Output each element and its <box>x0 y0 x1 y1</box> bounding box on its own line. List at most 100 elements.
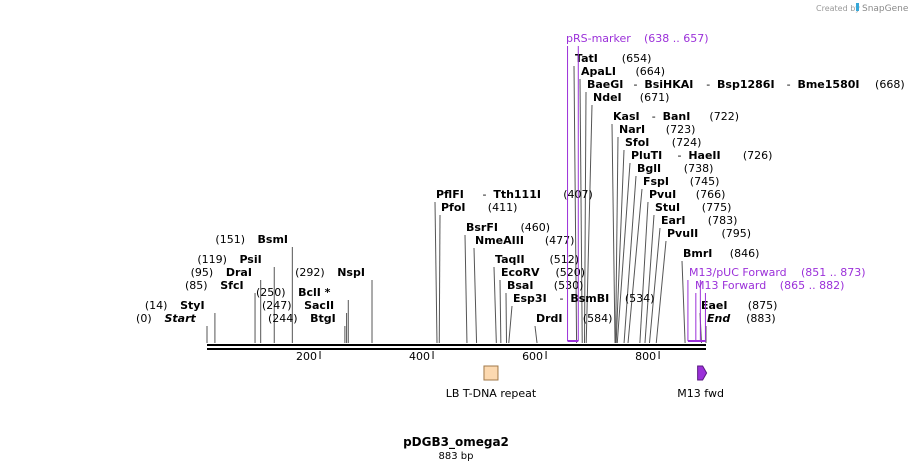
enzyme-name: BsiHKAI <box>644 78 693 91</box>
ruler-tick-label: 800 <box>635 350 656 363</box>
site-leader <box>648 227 661 344</box>
enzyme-name: BglI <box>637 162 661 175</box>
primer-name: M13 Forward <box>695 279 766 292</box>
site-label: NmeAIII (477) <box>475 234 574 247</box>
site-position: (14) <box>145 299 168 312</box>
site-position: (745) <box>690 175 720 188</box>
ruler-tick-label: 200 <box>296 350 317 363</box>
site-position: (250) <box>256 286 286 299</box>
enzyme-name: PflFI <box>436 188 464 201</box>
feature: LB T-DNA repeat <box>446 365 537 400</box>
primer-binding-bar <box>695 340 706 342</box>
site-label: (119) PsiI <box>197 253 261 266</box>
enzyme-name: Tth111I <box>493 188 541 201</box>
site-position: (766) <box>696 188 726 201</box>
site-label: PflFI - Tth111I (407) <box>436 188 593 201</box>
enzyme-name: ApaLI <box>581 65 616 78</box>
site-separator: - <box>706 78 710 91</box>
enzyme-name: FspI <box>643 175 669 188</box>
site-label: EarI (783) <box>661 214 737 227</box>
site-label: (250) BclI * <box>256 286 331 299</box>
enzyme-name: EarI <box>661 214 685 227</box>
enzyme-name: Bme1580I <box>797 78 859 91</box>
site-label: PluTI - HaeII (726) <box>631 149 772 162</box>
site-separator: - <box>560 292 564 305</box>
site-position: (0) <box>136 312 152 325</box>
enzyme-name: NarI <box>619 123 645 136</box>
primers: pRS-marker (638 .. 657) M13/pUC Forward (85… <box>566 32 866 342</box>
primer-name: M13/pUC Forward <box>689 266 787 279</box>
ruler-tick-label: 400 <box>409 350 430 363</box>
site-label: BsaI (530) <box>507 279 583 292</box>
site-leader <box>464 234 468 344</box>
site-position: (119) <box>197 253 227 266</box>
site-position: (460) <box>521 221 551 234</box>
enzyme-name: BsmBI <box>570 292 609 305</box>
site-label: (292) NspI <box>295 266 365 279</box>
site-position: (783) <box>708 214 738 227</box>
site-label: (0) Start <box>136 312 196 325</box>
site-label: (247) SacII <box>262 299 334 312</box>
site-leader <box>585 104 593 344</box>
site-leader <box>615 136 619 344</box>
site-position: (95) <box>191 266 214 279</box>
site-leader <box>473 247 478 344</box>
feature-arrow <box>697 365 708 381</box>
site-leader <box>655 240 667 344</box>
snapgene-logo-icon <box>856 3 859 11</box>
site-position: (247) <box>262 299 292 312</box>
site-leader <box>627 188 643 344</box>
site-position: (584) <box>583 312 613 325</box>
enzyme-name: BanI <box>663 110 691 123</box>
site-labels: (0) Start(14) StyI (85) SfcI (95) DraI(119) Psi… <box>136 52 905 325</box>
site-position: (846) <box>730 247 760 260</box>
site-separator: - <box>678 149 682 162</box>
primer-range: (865 .. 882) <box>780 279 845 292</box>
site-leader <box>505 292 508 344</box>
site-label: TaqII (512) <box>495 253 579 266</box>
site-label: (95) DraI <box>191 266 252 279</box>
site-position: (292) <box>295 266 325 279</box>
site-label: NdeI (671) <box>593 91 669 104</box>
site-leader <box>611 123 616 344</box>
watermark-brand: SnapGene <box>862 4 909 14</box>
site-separator: - <box>787 78 791 91</box>
site-position: (411) <box>488 201 518 214</box>
enzyme-name: BsrFI <box>466 221 498 234</box>
enzyme-name: PvuI <box>649 188 676 201</box>
features: LB T-DNA repeat M13 fwd <box>446 365 724 400</box>
site-label: EcoRV (520) <box>501 266 585 279</box>
watermark-created-by: Created by <box>816 4 860 13</box>
enzyme-name: NdeI <box>593 91 622 104</box>
site-label: StuI (775) <box>655 201 731 214</box>
site-position: (883) <box>746 312 776 325</box>
site-leader <box>644 214 655 344</box>
enzyme-name: SfcI <box>220 279 243 292</box>
site-leader <box>615 149 625 344</box>
enzyme-name: KasI <box>613 110 640 123</box>
site-leader-lines <box>206 65 707 344</box>
enzyme-name: NmeAIII <box>475 234 524 247</box>
site-label: DrdI (584) <box>536 312 612 325</box>
enzyme-name: StuI <box>655 201 680 214</box>
enzyme-name: Start <box>165 312 197 325</box>
primer-binding-bar <box>687 340 701 342</box>
site-position: (244) <box>268 312 298 325</box>
site-position: (738) <box>684 162 714 175</box>
site-label: End (883) <box>707 312 776 325</box>
primer: M13 Forward (865 .. 882) <box>695 279 844 342</box>
site-position: (530) <box>554 279 584 292</box>
site-label: NarI (723) <box>619 123 695 136</box>
site-position: (512) <box>550 253 580 266</box>
site-position: (668) <box>875 78 905 91</box>
site-position: (534) <box>625 292 655 305</box>
site-position: (654) <box>622 52 652 65</box>
site-leader <box>508 305 513 344</box>
feature: M13 fwd <box>677 365 724 400</box>
site-label: (85) SfcI <box>185 279 244 292</box>
site-label: SfoI (724) <box>625 136 701 149</box>
site-label: EaeI (875) <box>701 299 777 312</box>
site-leader <box>681 260 686 344</box>
feature-name: LB T-DNA repeat <box>446 387 537 400</box>
enzyme-name: PfoI <box>441 201 466 214</box>
